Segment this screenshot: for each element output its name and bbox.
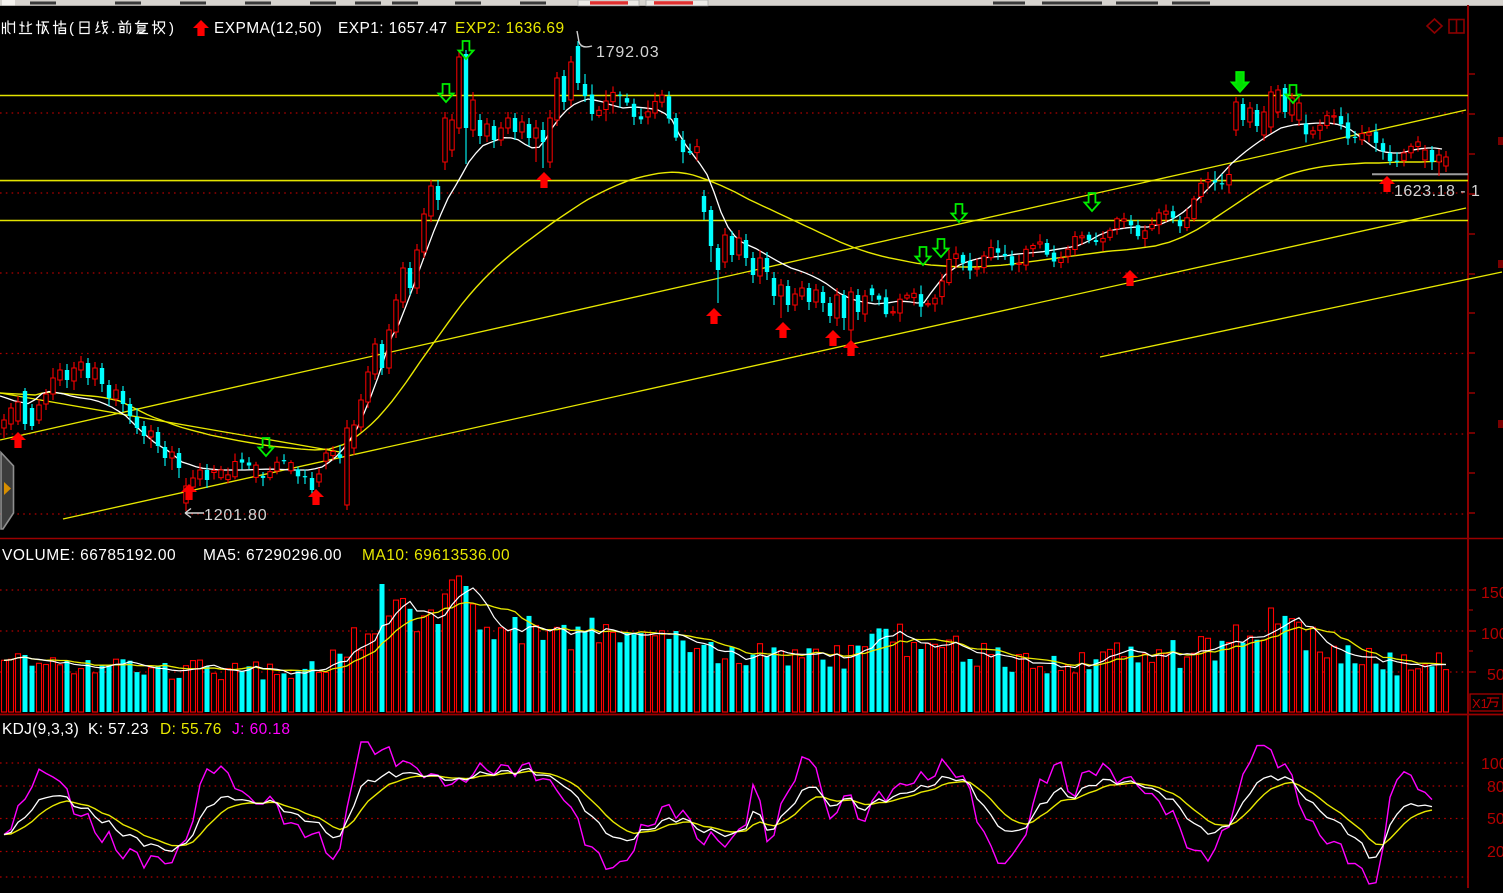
svg-text:K: 57.23: K: 57.23	[88, 721, 149, 738]
svg-text:MA5: 67290296.00: MA5: 67290296.00	[203, 547, 342, 564]
svg-text:1201.80: 1201.80	[204, 507, 267, 524]
svg-text:50: 50	[1487, 811, 1503, 828]
svg-text:EXPMA(12,50): EXPMA(12,50)	[214, 20, 322, 37]
svg-text:J: 60.18: J: 60.18	[232, 721, 290, 738]
svg-text:VOLUME: 66785192.00: VOLUME: 66785192.00	[2, 547, 176, 564]
svg-text:D: 55.76: D: 55.76	[160, 721, 222, 738]
svg-text:150000: 150000	[1481, 585, 1503, 602]
svg-text:MA10: 69613536.00: MA10: 69613536.00	[362, 547, 510, 564]
svg-text:80: 80	[1487, 779, 1503, 796]
svg-text:20: 20	[1487, 844, 1503, 861]
svg-text:EXP1: 1657.47: EXP1: 1657.47	[338, 20, 447, 37]
svg-text:): )	[169, 20, 174, 37]
svg-text:100000: 100000	[1481, 626, 1503, 643]
svg-text:50000: 50000	[1487, 667, 1503, 684]
svg-text:X1: X1	[1472, 696, 1488, 711]
svg-text:1792.03: 1792.03	[596, 44, 659, 61]
svg-text:.: .	[111, 20, 115, 37]
svg-text:EXP2: 1636.69: EXP2: 1636.69	[455, 20, 564, 37]
svg-text:(: (	[69, 20, 74, 37]
svg-text:KDJ(9,3,3): KDJ(9,3,3)	[2, 721, 79, 738]
svg-text:1623.18 - 1: 1623.18 - 1	[1394, 183, 1480, 200]
svg-text:100: 100	[1481, 756, 1503, 773]
